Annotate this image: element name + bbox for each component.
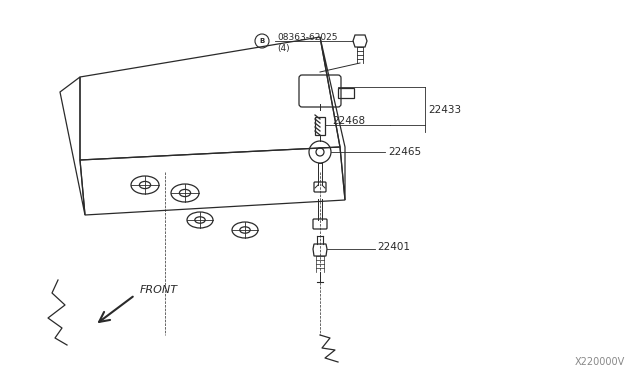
Text: 22433: 22433: [428, 105, 461, 115]
Text: 08363-62025: 08363-62025: [277, 32, 337, 42]
Text: 22468: 22468: [332, 116, 365, 126]
Text: X220000V: X220000V: [575, 357, 625, 367]
Text: B: B: [259, 38, 264, 44]
Text: FRONT: FRONT: [140, 285, 178, 295]
Bar: [338, 88, 354, 98]
Text: (4): (4): [277, 44, 290, 52]
Text: 22401: 22401: [377, 242, 410, 252]
Bar: [315, 117, 325, 135]
Text: 22465: 22465: [388, 147, 421, 157]
